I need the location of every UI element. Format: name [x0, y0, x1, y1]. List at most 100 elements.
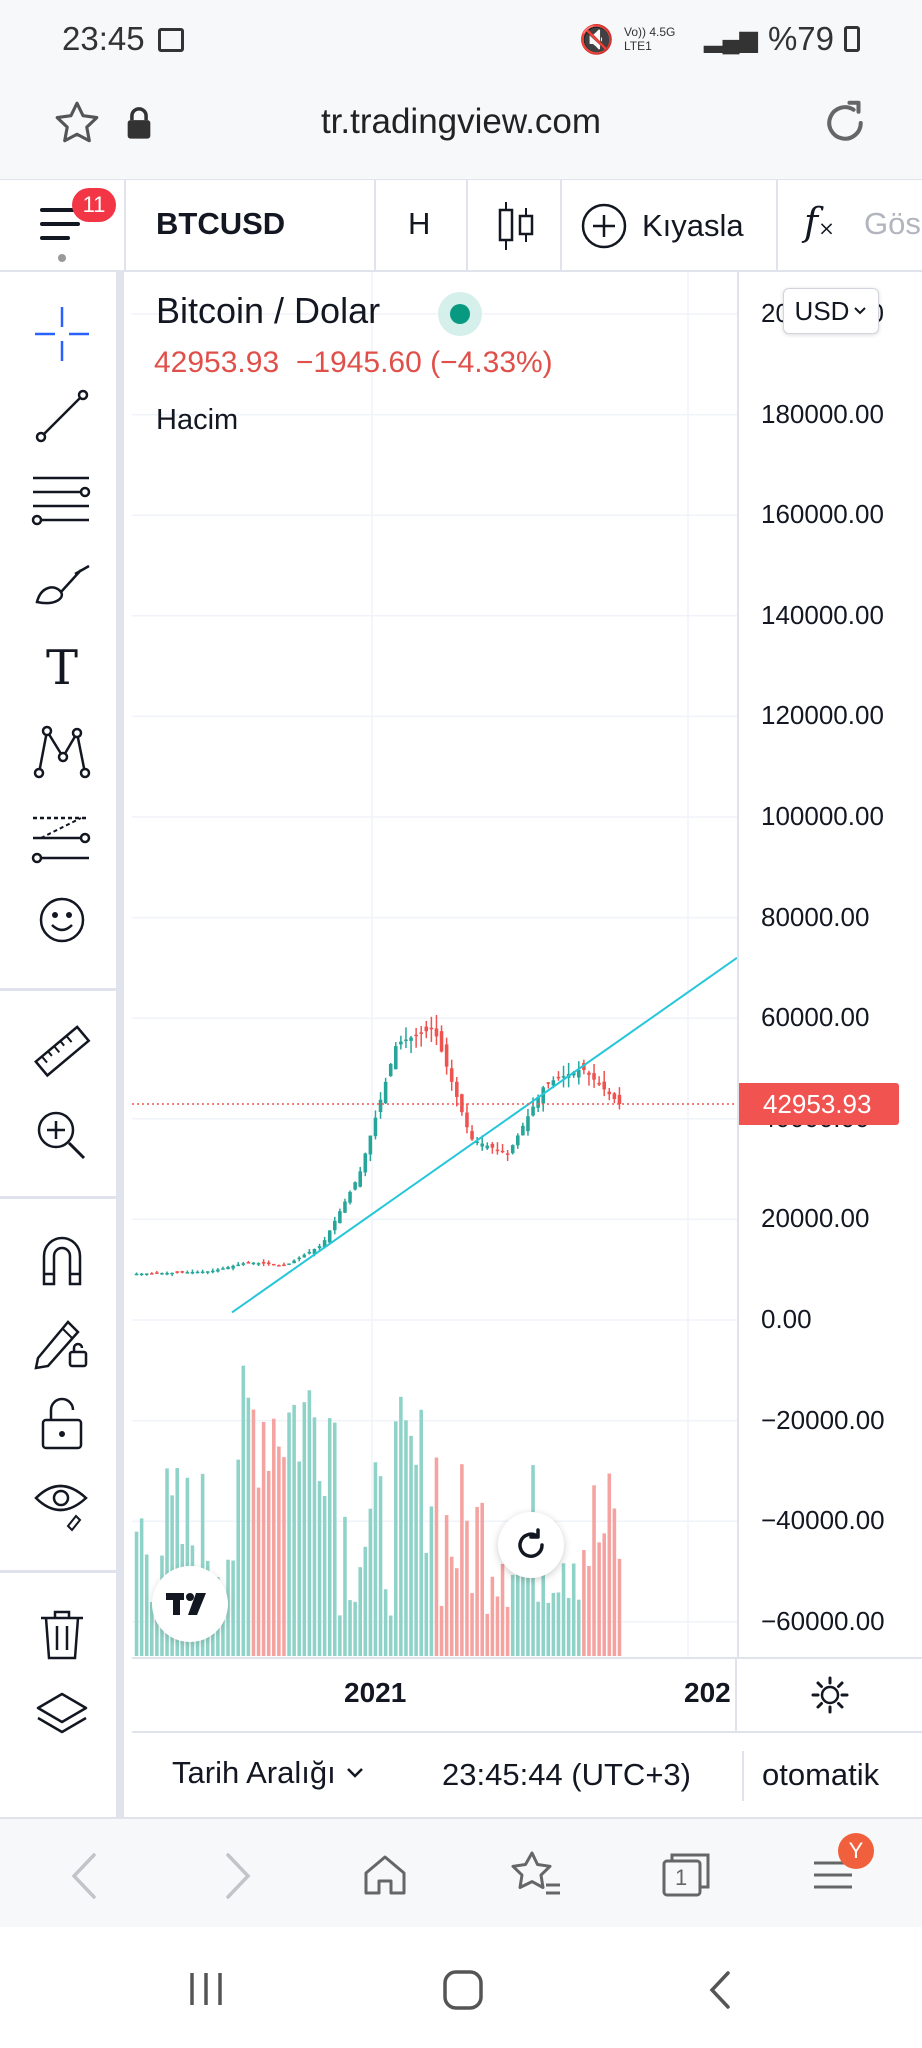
volume-bar: [246, 1397, 251, 1656]
browser-menu-button[interactable]: Y: [810, 1833, 874, 1903]
toolbar-divider: [124, 180, 126, 272]
candle-body: [302, 1254, 307, 1258]
candle-style-icon[interactable]: [496, 198, 536, 254]
currency-selector[interactable]: USD: [783, 288, 879, 334]
candle-body: [317, 1246, 322, 1249]
lock-drawing-mode-tool[interactable]: [22, 1306, 102, 1378]
ruler-tool[interactable]: [22, 1018, 102, 1090]
volume-bar: [429, 1506, 434, 1656]
price-axis-label: 140000.00: [761, 599, 884, 630]
volume-bar: [175, 1468, 179, 1656]
indicators-label[interactable]: Gös: [864, 206, 921, 241]
candle-body: [587, 1072, 591, 1075]
function-icon[interactable]: f×: [804, 200, 835, 244]
axis-divider: [735, 1659, 737, 1733]
auto-scale-button[interactable]: otomatik: [762, 1757, 880, 1792]
text-tool[interactable]: T: [22, 632, 102, 704]
home-icon[interactable]: [360, 1849, 410, 1899]
volume-bar: [236, 1459, 240, 1656]
status-bar: 23:45 🔇 Vo)) 4.5G LTE1 ▂▄▆ %79: [0, 0, 922, 80]
candle-body: [414, 1034, 418, 1037]
candle-body: [531, 1106, 535, 1116]
volume-bar: [521, 1530, 525, 1656]
emoji-tool[interactable]: [22, 884, 102, 956]
price-chart[interactable]: [132, 272, 737, 1657]
volume-bar: [490, 1576, 495, 1656]
price-axis[interactable]: 200000.00180000.00160000.00140000.001200…: [737, 272, 922, 1657]
candle-body: [170, 1272, 174, 1275]
fib-tool[interactable]: [22, 464, 102, 536]
lock-all-tool[interactable]: [22, 1388, 102, 1460]
magnet-tool[interactable]: [22, 1224, 102, 1296]
price-axis-label: 80000.00: [761, 901, 870, 932]
battery-icon: [844, 26, 860, 52]
currency-label: USD: [794, 295, 850, 326]
settings-gear-icon[interactable]: [810, 1675, 850, 1715]
object-tree-tool[interactable]: [22, 1680, 102, 1752]
zoom-in-tool[interactable]: [22, 1100, 102, 1172]
candle-body: [292, 1260, 296, 1264]
interval-button[interactable]: H: [408, 206, 431, 241]
candle-body: [495, 1149, 500, 1152]
mute-icon: 🔇: [579, 23, 615, 55]
volume-bar: [485, 1613, 490, 1656]
candle-body: [409, 1037, 413, 1041]
toolbar-divider: [776, 180, 778, 272]
smiley-icon: [39, 897, 85, 943]
volume-bar: [333, 1422, 337, 1656]
volume-bar: [470, 1593, 474, 1656]
volume-bar: [465, 1520, 469, 1656]
trash-icon: [41, 1610, 83, 1660]
menu-button[interactable]: 11: [0, 180, 124, 272]
volume-bar: [455, 1568, 459, 1656]
chart-pane[interactable]: Bitcoin / Dolar 42953.93 −1945.60 (−4.33…: [132, 272, 737, 1657]
back-arrow-icon[interactable]: [64, 1851, 108, 1901]
volume-bar: [475, 1506, 479, 1656]
url-text[interactable]: tr.tradingview.com: [320, 102, 602, 141]
bookmarks-icon[interactable]: [508, 1849, 564, 1901]
candle-body: [231, 1265, 235, 1269]
candle-body: [312, 1248, 317, 1254]
back-icon[interactable]: [704, 1969, 736, 2011]
candle-body: [327, 1230, 332, 1243]
tabs-button[interactable]: 1: [660, 1849, 712, 1899]
toolbar-divider: [466, 180, 468, 272]
volume-bar: [312, 1417, 317, 1656]
volume-bar: [409, 1435, 413, 1656]
visibility-tool[interactable]: [22, 1468, 102, 1540]
volume-bar: [139, 1518, 144, 1656]
volume-bar: [500, 1563, 505, 1656]
prediction-tool[interactable]: [22, 802, 102, 874]
symbol-search-button[interactable]: BTCUSD: [156, 206, 286, 241]
forward-arrow-icon[interactable]: [214, 1851, 258, 1901]
trendline-tool[interactable]: [22, 380, 102, 452]
bookmark-star-icon[interactable]: [52, 98, 102, 148]
recent-apps-icon[interactable]: [186, 1971, 226, 2007]
home-button-icon[interactable]: [442, 1969, 484, 2011]
tabs-count: 1: [675, 1865, 688, 1890]
volume-bar: [144, 1554, 149, 1656]
reset-icon: [518, 1528, 544, 1558]
date-range-button[interactable]: Tarih Aralığı: [172, 1755, 364, 1791]
crosshair-tool[interactable]: [22, 298, 102, 370]
price-axis-label: −60000.00: [761, 1605, 885, 1636]
status-time: 23:45: [62, 20, 145, 57]
compare-button[interactable]: Kıyasla: [580, 200, 744, 252]
candle-body: [439, 1031, 444, 1052]
volume-bar: [348, 1600, 352, 1656]
zoom-in-icon: [37, 1111, 86, 1160]
timezone-clock[interactable]: 23:45:44 (UTC+3): [442, 1757, 691, 1792]
time-axis[interactable]: 2021 202: [132, 1657, 922, 1733]
candle-body: [139, 1273, 144, 1276]
volume-bar: [388, 1615, 393, 1656]
time-label-2021: 2021: [344, 1677, 407, 1708]
compare-label: Kıyasla: [642, 208, 744, 243]
reload-icon[interactable]: [818, 96, 872, 150]
brush-tool[interactable]: [22, 548, 102, 620]
reset-chart-button[interactable]: [498, 1512, 564, 1578]
address-bar[interactable]: tr.tradingview.com: [0, 80, 922, 180]
delete-tool[interactable]: [22, 1598, 102, 1670]
volume-bar: [383, 1589, 388, 1656]
candle-body: [307, 1251, 312, 1254]
pattern-tool[interactable]: [22, 716, 102, 788]
